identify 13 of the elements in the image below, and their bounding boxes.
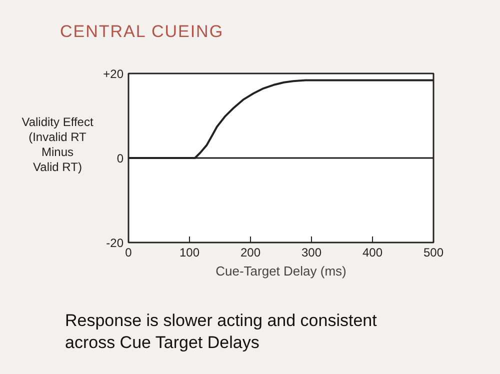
y-tick-label: 0: [116, 152, 124, 166]
chart-title: CENTRAL CUEING: [60, 21, 224, 43]
x-tick-label: 100: [179, 246, 200, 260]
x-tick-label: 300: [301, 246, 322, 260]
x-tick-label: 200: [240, 246, 261, 260]
x-tick-label: 500: [423, 246, 444, 260]
x-axis-title: Cue-Target Delay (ms): [216, 264, 346, 278]
y-axis-title: Validity Effect (Invalid RT Minus Valid RT): [22, 115, 94, 175]
text: Response is slower acting and consistent across Cue Target Delays: [65, 310, 377, 354]
y-tick-label: -20: [106, 236, 124, 250]
x-tick-label: 0: [125, 246, 132, 260]
y-tick-label: +20: [103, 67, 124, 81]
x-tick-label: 400: [362, 246, 383, 260]
